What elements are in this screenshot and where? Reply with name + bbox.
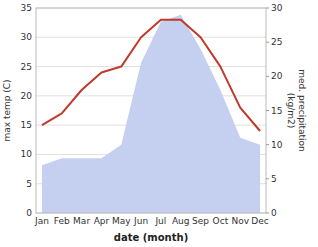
- y2-tick-label: 10: [271, 140, 283, 150]
- x-tick-label: May: [112, 216, 131, 226]
- y-tick-label: 30: [21, 32, 33, 42]
- plot-frame: [36, 8, 266, 213]
- x-tick-label: Dec: [251, 216, 268, 226]
- chart-svg: 0 5 10 15 20 25 30 35 0 5 10 15 20 25 30 Jan FebMar AprMa…: [0, 0, 318, 247]
- y-tick-label: 35: [21, 3, 32, 13]
- temperature-line: [42, 20, 260, 131]
- y2-tick: [266, 213, 269, 214]
- y-axis-left: 0 5 10 15 20 25 30 35: [21, 3, 33, 218]
- grid-line: [36, 37, 266, 38]
- y2-tick-label: 20: [271, 71, 283, 81]
- y2-tick: [266, 8, 269, 9]
- grid: [36, 8, 266, 213]
- x-tick-label: Feb: [54, 216, 70, 226]
- x-tick-label: Apr: [94, 216, 110, 226]
- y2-tick-label: 25: [271, 37, 282, 47]
- y2-tick-label: 15: [271, 106, 282, 116]
- x-tick-label: Jul: [154, 216, 166, 226]
- precipitation-area: [42, 15, 260, 213]
- y2-tick: [266, 178, 269, 179]
- x-tick-label: Mar: [73, 216, 90, 226]
- x-tick-label: Oct: [213, 216, 229, 226]
- y-tick-label: 25: [21, 62, 32, 72]
- y2-tick: [266, 144, 269, 145]
- y2-axis-label-line: (kg/m2): [286, 93, 296, 128]
- y2-tick-label: 0: [271, 208, 277, 218]
- x-tick-label: Nov: [231, 216, 249, 226]
- y-tick-label: 0: [26, 208, 32, 218]
- y2-tick-label: 5: [271, 174, 277, 184]
- x-tick-label: Jun: [133, 216, 148, 226]
- x-tick-label: Aug: [172, 216, 190, 226]
- chart-container: 0 5 10 15 20 25 30 35 0 5 10 15 20 25 30 Jan FebMar AprMa…: [0, 0, 318, 247]
- y2-tick-label: 30: [271, 3, 283, 13]
- y-tick-label: 10: [21, 149, 33, 159]
- x-tick-label: Sep: [192, 216, 209, 226]
- y2-tick: [266, 42, 269, 43]
- y2-tick: [266, 110, 269, 111]
- y-axis-label: max temp (C): [2, 79, 12, 141]
- y-tick-label: 20: [21, 91, 33, 101]
- y2-axis-label-line: med. precipitation: [297, 69, 307, 151]
- data-group: [42, 15, 260, 213]
- x-tick-label: Jan: [34, 216, 49, 226]
- y-tick-label: 15: [21, 120, 32, 130]
- x-axis: Jan FebMar AprMayJun Jul AugSep OctNovDec: [34, 216, 269, 226]
- y-tick-label: 5: [26, 179, 32, 189]
- y-axis-right: 0 5 10 15 20 25 30: [266, 3, 283, 218]
- y2-tick: [266, 76, 269, 77]
- x-axis-label: date (month): [114, 232, 188, 243]
- y2-axis-label: med. precipitation(kg/m2): [286, 69, 307, 151]
